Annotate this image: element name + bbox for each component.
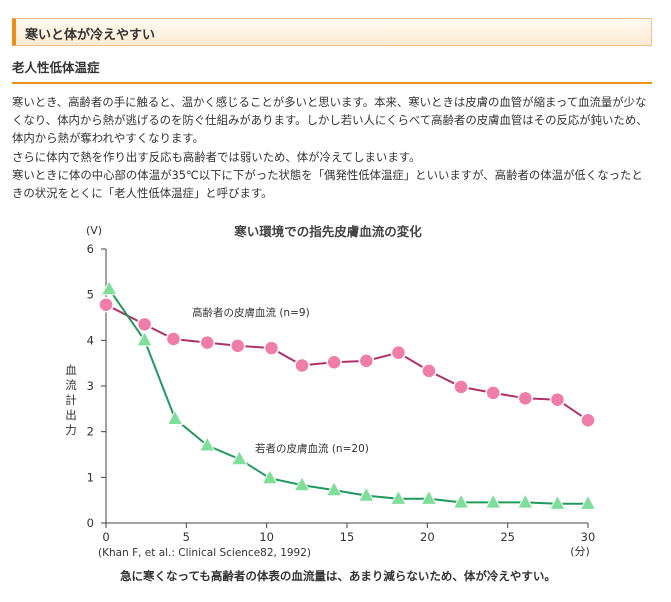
article-body: 寒いとき、高齢者の手に触ると、温かく感じることが多いと思います。本来、寒いときは… — [12, 93, 652, 202]
data-point-circle — [485, 385, 501, 401]
data-point-circle — [229, 338, 246, 354]
data-point-circle — [263, 340, 280, 356]
series-label-young: 若者の皮膚血流 (n=20) — [255, 442, 369, 455]
series-line-1 — [108, 288, 588, 505]
data-point-circle — [136, 316, 153, 333]
data-point-triangle — [100, 279, 118, 296]
data-point-triangle — [198, 435, 216, 452]
x-tick-label: 10 — [259, 530, 274, 544]
data-point-circle — [390, 344, 407, 361]
chart-title: 寒い環境での指先皮膚血流の変化 — [233, 224, 422, 239]
subsection-title: 老人性低体温症 — [12, 60, 100, 75]
data-point-circle — [421, 363, 437, 379]
data-point-triangle — [325, 480, 343, 497]
x-tick-label: 20 — [420, 530, 435, 544]
data-point-triangle — [549, 494, 566, 510]
data-point-triangle — [231, 449, 248, 466]
chart-caption: 急に寒くなっても高齢者の体表の血流量は、あまり減らないため、体が冷えやすい。 — [120, 569, 556, 583]
data-point-circle — [98, 296, 114, 313]
data-point-triangle — [293, 475, 311, 492]
data-point-circle — [165, 331, 182, 347]
paragraph-1: 寒いとき、高齢者の手に触ると、温かく感じることが多いと思います。本来、寒いときは… — [12, 95, 648, 146]
series-label-elderly: 高齢者の皮膚血流 (n=9) — [192, 306, 310, 319]
source-citation: (Khan F, et al.: Clinical Science82, 199… — [98, 547, 311, 559]
data-point-triangle — [136, 330, 153, 347]
y-unit-label: (V) — [86, 224, 102, 237]
subsection-divider — [12, 82, 652, 84]
y-tick-label: 6 — [87, 242, 94, 256]
data-point-triangle — [261, 468, 279, 485]
series-markers — [98, 279, 597, 510]
x-ticks: 0 5 10 15 20 25 30 — [102, 523, 595, 544]
y-axis-label: 血流計出力 — [65, 363, 77, 437]
series-lines — [105, 288, 589, 505]
section-title: 寒いと体が冷えやすい — [25, 28, 156, 43]
x-tick-label: 15 — [340, 530, 355, 544]
data-point-triangle — [357, 486, 375, 502]
y-tick-label: 1 — [87, 470, 94, 484]
data-point-triangle — [516, 493, 534, 509]
x-tick-label: 0 — [102, 530, 109, 544]
data-point-triangle — [579, 494, 597, 510]
x-tick-label: 30 — [581, 530, 596, 544]
data-point-triangle — [420, 489, 438, 505]
x-tick-label: 5 — [183, 530, 190, 544]
section-header: 寒いと体が冷えやすい — [12, 18, 652, 46]
data-point-circle — [199, 334, 215, 351]
y-tick-label: 3 — [87, 379, 94, 393]
y-ticks: 0 1 2 3 4 5 6 — [87, 242, 106, 530]
data-point-circle — [453, 379, 469, 395]
series-line-0 — [105, 303, 589, 422]
data-point-circle — [517, 390, 534, 407]
paragraph-2: さらに体内で熱を作り出す反応も高齢者では弱いため、体が冷えてしまいます。 — [12, 149, 421, 164]
data-point-circle — [549, 391, 566, 408]
x-unit-label: (分) — [570, 545, 590, 558]
x-tick-label: 25 — [500, 530, 515, 544]
paragraph-3: 寒いときに体の中心部の体温が35℃以下に下がった状態を「偶発性低体温症」といいま… — [12, 167, 643, 201]
y-tick-label: 2 — [87, 425, 94, 439]
data-point-triangle — [390, 489, 407, 505]
y-tick-label: 4 — [87, 333, 94, 347]
data-point-circle — [580, 412, 596, 428]
y-tick-label: 5 — [87, 288, 94, 302]
data-point-circle — [326, 354, 342, 371]
data-point-triangle — [166, 409, 184, 425]
data-point-triangle — [452, 493, 470, 509]
data-point-circle — [294, 357, 310, 374]
y-tick-label: 0 — [87, 516, 94, 530]
data-point-circle — [358, 353, 375, 369]
data-point-triangle — [484, 493, 502, 509]
